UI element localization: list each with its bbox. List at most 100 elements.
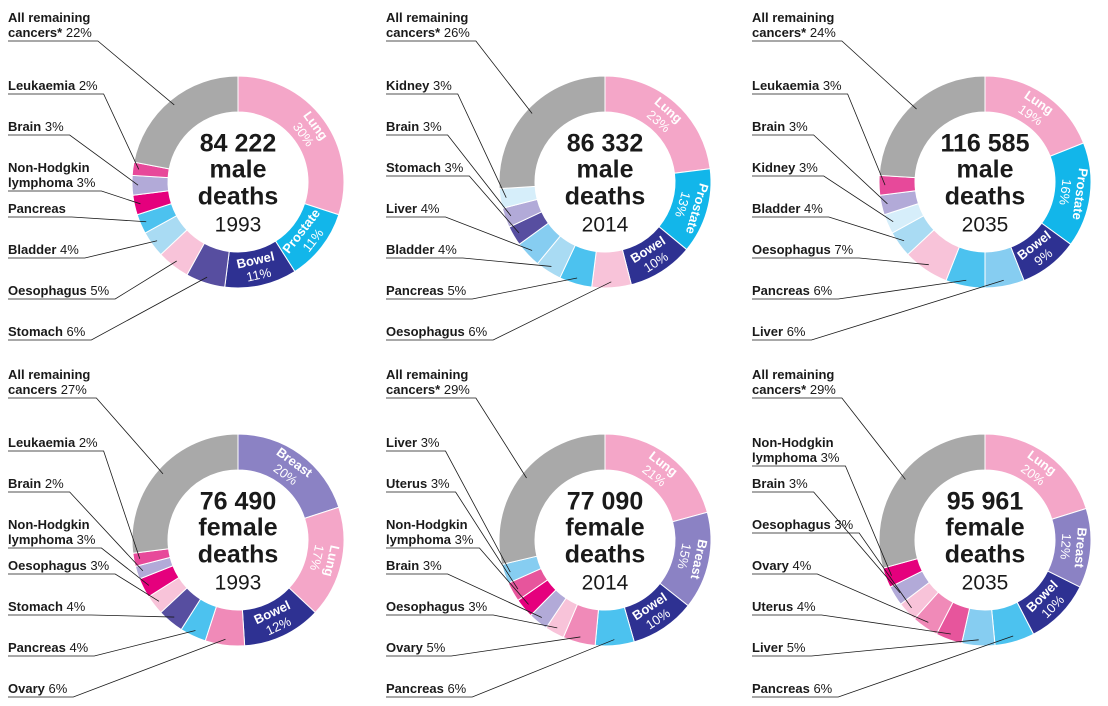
leader-line	[752, 257, 929, 266]
segment-label: Leukaemia 2%	[8, 435, 98, 450]
segment-value: 12%	[1057, 533, 1074, 561]
leader-line	[8, 630, 196, 657]
segment-label: Kidney 3%	[752, 160, 818, 175]
segment-value: 13%	[672, 190, 694, 220]
segment-label: Kidney 3%	[386, 78, 452, 93]
leader-line	[752, 573, 929, 623]
segment-value: 15%	[674, 542, 694, 571]
segment-label: Pancreas 6%	[386, 681, 466, 696]
leader-line	[8, 93, 140, 170]
center-text: male	[577, 156, 634, 184]
leader-line	[8, 397, 164, 475]
center-total: 76 490	[200, 488, 276, 516]
segment-value: 6%	[66, 324, 86, 339]
segment-label: Uterus 4%	[752, 599, 816, 614]
segment-value: 2%	[78, 78, 98, 93]
segment-value: 3%	[420, 435, 440, 450]
segment-label: All remaining cancers* 24%	[752, 10, 848, 40]
center-text: deaths	[198, 183, 279, 211]
segment-label: Pancreas 4%	[8, 640, 88, 655]
segment-value: 24%	[809, 25, 836, 40]
segment-value: 4%	[796, 599, 816, 614]
segment-value: 27%	[60, 382, 87, 397]
segment-name: Liver	[386, 201, 418, 216]
segment-value: 2%	[44, 476, 64, 491]
segment-value: 26%	[443, 25, 470, 40]
center-text: deaths	[945, 183, 1026, 211]
segment-name: Ovary	[8, 681, 45, 696]
segment-value: 6%	[447, 681, 467, 696]
segment-value: 3%	[454, 532, 474, 547]
segment-name: Brain	[386, 119, 420, 134]
segment-value: 4%	[792, 558, 812, 573]
segment-name: Liver	[386, 435, 418, 450]
segment-name: Oesophagus	[752, 517, 831, 532]
segment-name: Oesophagus	[8, 558, 87, 573]
segment-label: All remaining cancers* 26%	[386, 10, 482, 40]
leader-line	[752, 639, 979, 657]
segment-label: Oesophagus 3%	[386, 599, 487, 614]
segment-value: 3%	[788, 476, 808, 491]
donut-segment	[237, 75, 345, 216]
segment-label: Oesophagus 3%	[752, 517, 853, 532]
segment-name: Prostate	[1070, 167, 1091, 221]
leader-line	[752, 279, 967, 300]
donut-segment	[878, 433, 986, 569]
leader-line	[8, 240, 158, 259]
segment-name: Brain	[752, 119, 786, 134]
leader-line	[8, 614, 175, 618]
segment-name: Bladder	[752, 201, 801, 216]
segment-label: Oesophagus 5%	[8, 283, 109, 298]
segment-name: Non-Hodgkin lymphoma	[8, 517, 90, 547]
segment-name: Oesophagus	[8, 283, 87, 298]
segment-label: Bladder 4%	[752, 201, 823, 216]
segment-value: 3%	[432, 78, 452, 93]
segment-label: Stomach 3%	[386, 160, 463, 175]
center-text: male	[957, 156, 1014, 184]
donut-segment	[498, 433, 606, 566]
donut-segment	[131, 433, 239, 554]
segment-name: Bladder	[8, 242, 57, 257]
segment-label: Oesophagus 3%	[8, 558, 109, 573]
segment-value: 4%	[69, 640, 89, 655]
segment-label: Non-Hodgkin lymphoma 3%	[386, 517, 482, 547]
segment-name: Liver	[752, 324, 784, 339]
segment-name: Pancreas	[8, 201, 66, 216]
segment-label: Bladder 4%	[8, 242, 79, 257]
segment-name: Stomach	[386, 160, 441, 175]
segment-value: 11%	[245, 265, 273, 285]
leader-line	[386, 40, 533, 114]
segment-name: Brain	[8, 119, 42, 134]
segment-label: Pancreas 6%	[752, 283, 832, 298]
segment-label: Liver 6%	[752, 324, 806, 339]
segment-value: 4%	[60, 242, 79, 257]
segment-name: All remaining cancers*	[8, 10, 91, 40]
segment-label: Brain 3%	[8, 119, 64, 134]
segment-name: All remaining cancers*	[386, 367, 469, 397]
segment-label: Bladder 4%	[386, 242, 457, 257]
leader-line	[752, 614, 951, 635]
leader-line	[752, 93, 886, 186]
segment-name: Pancreas	[752, 283, 810, 298]
segment-label: Liver 3%	[386, 435, 440, 450]
segment-name: Stomach	[8, 599, 63, 614]
segment-label: Brain 2%	[8, 476, 64, 491]
segment-name: Non-Hodgkin lymphoma	[8, 160, 90, 190]
leader-line	[8, 573, 160, 602]
leader-line	[8, 547, 150, 586]
segment-value: 3%	[430, 476, 450, 491]
segment-label: All remaining cancers* 22%	[8, 10, 104, 40]
segment-value: 2%	[78, 435, 98, 450]
segment-value: 22%	[65, 25, 92, 40]
leader-line	[386, 491, 519, 590]
leader-line	[752, 397, 906, 480]
segment-name: Pancreas	[386, 681, 444, 696]
segment-name: Pancreas	[752, 681, 810, 696]
leader-line	[386, 573, 542, 618]
segment-name: Brain	[386, 558, 420, 573]
leader-line	[386, 257, 552, 267]
leader-line	[8, 216, 147, 223]
leader-line	[752, 134, 888, 205]
